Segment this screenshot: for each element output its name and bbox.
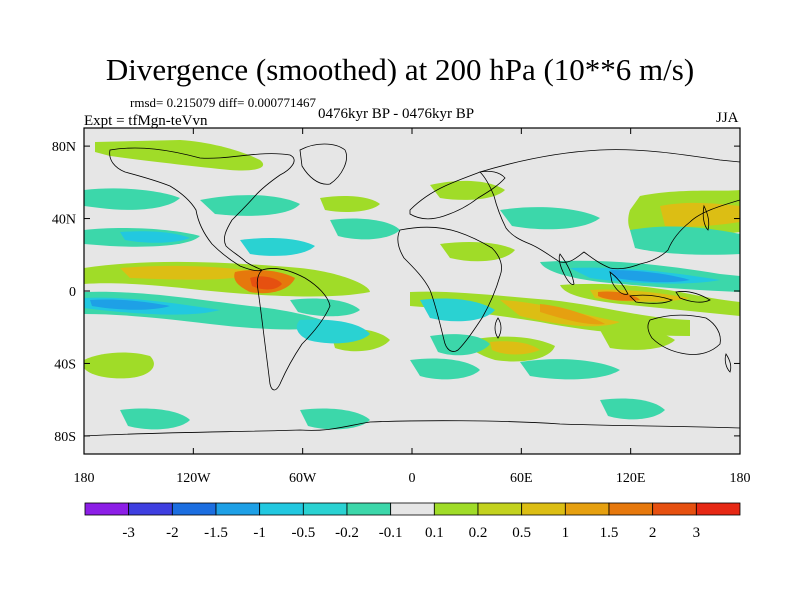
colorbar-label-12: 2 [649, 525, 657, 541]
colorbar-label-2: -1.5 [204, 525, 228, 541]
lon-tick-label-3: 0 [409, 471, 416, 486]
colorbar-box-14 [695, 502, 741, 516]
colorbar-box-7 [390, 502, 435, 516]
coastlines [84, 143, 740, 437]
colorbar: -3 -2 -1.5 -1 -0.5 -0.2 -0.1 0.1 0.2 0.5 1 1.5 2 3 [84, 502, 741, 541]
colorbar-label-11: 1.5 [600, 525, 619, 541]
colorbar-box-1 [128, 502, 173, 516]
axis-ticks: 80N 40N 0 40S 80S 180 120W 60W 0 60E 120E 180 [52, 128, 751, 486]
season-label: JJA [716, 110, 739, 126]
lon-tick-label-4: 60E [510, 471, 533, 486]
experiment-label: Expt = tfMgn-teVvn [84, 113, 208, 129]
stats-line: rmsd= 0.215079 diff= 0.000771467 [130, 95, 316, 110]
lon-tick-label-0: 180 [74, 471, 95, 486]
lat-tick-label-0: 80N [52, 140, 76, 155]
lon-tick-label-1: 120W [176, 471, 211, 486]
colorbar-label-1: -2 [166, 525, 179, 541]
colorbar-box-3 [215, 502, 261, 516]
colorbar-box-2 [171, 502, 217, 516]
colorbar-label-4: -0.5 [291, 525, 315, 541]
colorbar-box-0 [84, 502, 130, 516]
colorbar-label-13: 3 [693, 525, 701, 541]
colorbar-label-8: 0.2 [469, 525, 488, 541]
lon-tick-label-5: 120E [616, 471, 646, 486]
period-label: 0476kyr BP - 0476kyr BP [318, 106, 475, 122]
colorbar-label-3: -1 [253, 525, 266, 541]
colorbar-label-0: -3 [122, 525, 135, 541]
lat-tick-label-1: 40N [52, 213, 76, 228]
page-title: Divergence (smoothed) at 200 hPa (10**6 … [105, 52, 695, 87]
lon-tick-label-2: 60W [289, 471, 317, 486]
lat-tick-label-3: 40S [54, 357, 76, 372]
colorbar-box-10 [521, 502, 566, 516]
colorbar-label-6: -0.1 [379, 525, 403, 541]
colorbar-box-6 [346, 502, 392, 516]
colorbar-label-5: -0.2 [335, 525, 359, 541]
colorbar-box-13 [652, 502, 697, 516]
colorbar-box-4 [259, 502, 304, 516]
colorbar-box-11 [564, 502, 610, 516]
colorbar-label-9: 0.5 [512, 525, 531, 541]
colorbar-box-9 [477, 502, 523, 516]
colorbar-box-8 [433, 502, 479, 516]
colorbar-label-7: 0.1 [425, 525, 444, 541]
divergence-field [84, 140, 740, 430]
lat-tick-label-2: 0 [69, 285, 76, 300]
lon-tick-label-6: 180 [730, 471, 751, 486]
colorbar-box-12 [608, 502, 654, 516]
colorbar-box-5 [302, 502, 348, 516]
lat-tick-label-4: 80S [54, 430, 76, 445]
colorbar-label-10: 1 [562, 525, 570, 541]
